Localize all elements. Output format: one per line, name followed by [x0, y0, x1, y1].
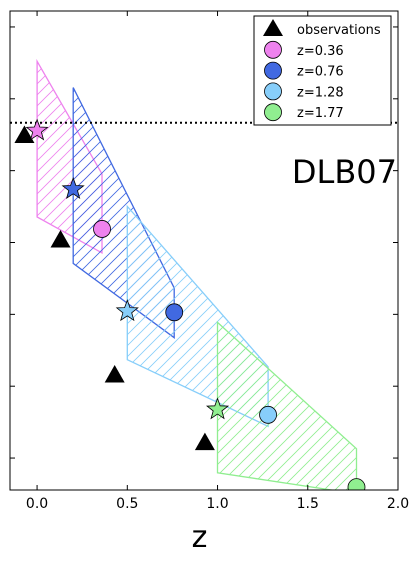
- legend-label: z=0.36: [297, 44, 344, 59]
- circle-z=0.76: [165, 303, 184, 322]
- observation-marker: [14, 125, 35, 144]
- x-tick-label: 1.5: [297, 496, 319, 512]
- circle-z=1.77: [347, 478, 366, 490]
- star-z=1.77: [205, 397, 230, 420]
- circle-z=1.28: [259, 405, 277, 424]
- star-z=0.76: [61, 177, 85, 200]
- observation-marker: [50, 229, 71, 248]
- legend-label: observations: [297, 23, 381, 38]
- x-tick-label: 0.5: [116, 496, 138, 512]
- plot-content: [10, 58, 398, 490]
- star-z=1.28: [115, 299, 139, 322]
- x-tick-label: 1.0: [206, 496, 228, 512]
- legend-label: z=0.76: [297, 65, 344, 80]
- star-z=0.36: [25, 118, 49, 141]
- legend-marker-z=0.36: [264, 40, 282, 59]
- plot-frame: [9, 10, 399, 491]
- legend-marker-z=1.77: [264, 103, 282, 122]
- x-axis-label: z: [192, 520, 208, 555]
- legend-marker-observations: [263, 19, 283, 36]
- x-tick-label: 2.0: [387, 496, 409, 512]
- observation-marker: [194, 432, 215, 451]
- circle-z=0.36: [93, 220, 111, 238]
- x-tick-label: 0.0: [26, 496, 48, 512]
- region-z=1.77: [216, 320, 358, 490]
- legend-marker-z=0.76: [264, 61, 282, 80]
- annotation-label: DLB07: [292, 153, 397, 191]
- legend-label: z=1.28: [297, 85, 344, 100]
- legend-marker-z=1.28: [264, 82, 282, 101]
- legend-label: z=1.77: [297, 106, 344, 121]
- observation-marker: [104, 365, 125, 383]
